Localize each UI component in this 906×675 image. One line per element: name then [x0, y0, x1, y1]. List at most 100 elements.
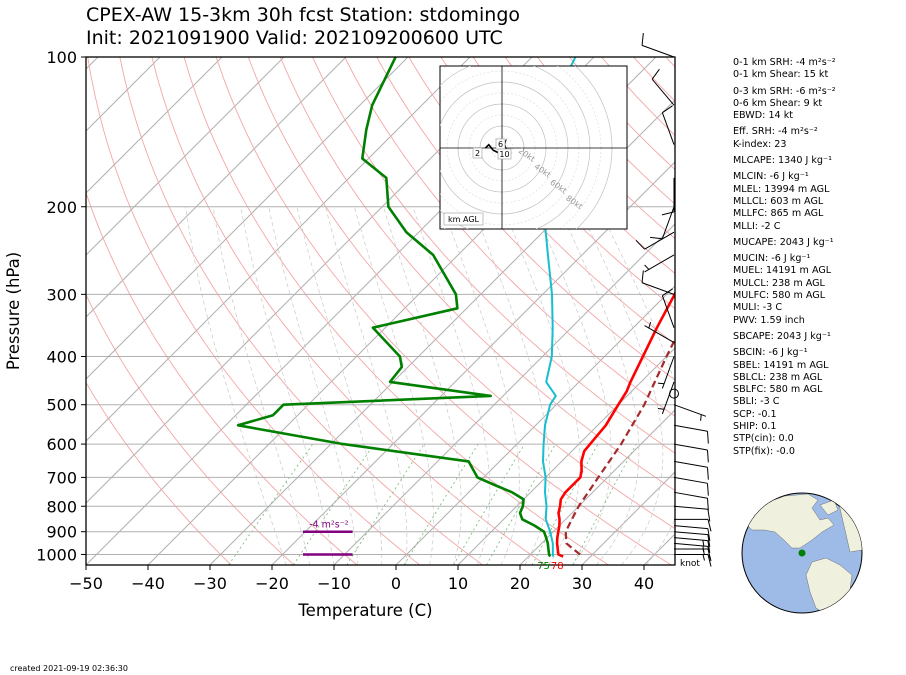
wind-barb: [673, 542, 711, 559]
wind-barb-flag: [707, 554, 712, 567]
index-line: Eff. SRH: -4 m²s⁻²: [733, 126, 818, 138]
wind-unit-label: knot: [680, 559, 700, 569]
wind-barb-staff: [661, 112, 675, 145]
wind-barb-staff: [673, 443, 708, 451]
x-tick-label: −30: [193, 574, 227, 593]
index-line: MULI: -3 C: [733, 302, 783, 314]
wind-barb: [673, 424, 709, 444]
dry-adiabat-line: [440, 57, 675, 310]
hodograph-height-label: 6: [498, 140, 503, 149]
hodograph-height-label: 10: [499, 150, 509, 159]
wind-barb: [641, 33, 675, 58]
parcel-series-line: [564, 337, 675, 556]
x-tick-label: −10: [317, 574, 351, 593]
isotherm-line: [86, 57, 161, 132]
wind-barb-halfflag: [700, 414, 702, 421]
moist-adiabat-line: [354, 206, 434, 565]
y-axis-label: Pressure (hPa): [4, 252, 23, 370]
moist-adiabat-line: [533, 206, 612, 565]
wind-barb-staff: [673, 424, 708, 432]
index-line: SBCIN: -6 J kg⁻¹: [733, 347, 808, 359]
wind-barb-halfflag: [702, 545, 705, 553]
hodograph-unit-box: [443, 212, 484, 226]
created-timestamp: created 2021-09-19 02:36:30: [10, 664, 128, 673]
dry-adiabat-line: [151, 57, 546, 565]
isotherm-line: [86, 57, 471, 442]
wind-barb-flag: [707, 509, 711, 522]
isotherm-line: [581, 471, 675, 565]
hodograph-height-box: [497, 148, 512, 160]
x-tick-label: 30: [572, 574, 592, 593]
index-line: MUEL: 14191 m AGL: [733, 265, 832, 277]
wind-barb: [651, 68, 675, 106]
index-line: EBWD: 14 kt: [733, 110, 794, 122]
dry-adiabat-line: [119, 57, 483, 565]
hodograph-unit-label: km AGL: [448, 215, 480, 224]
moist-adiabat-line: [597, 206, 675, 565]
index-line: 0-1 km Shear: 15 kt: [733, 69, 829, 81]
dry-adiabat-line: [247, 57, 675, 530]
wind-barb-flag: [707, 528, 711, 541]
moist-adiabat-line: [296, 206, 383, 565]
dry-adiabat-line: [183, 57, 609, 565]
wind-barb-flag: [707, 540, 711, 553]
wind-barb-halfflag: [702, 540, 705, 547]
index-line: K-index: 23: [733, 138, 787, 150]
index-line: MLLFC: 865 m AGL: [733, 208, 824, 220]
mixing-ratio-line: [293, 443, 375, 565]
wind-barb: [673, 525, 711, 541]
wind-barb: [673, 476, 709, 496]
chart-title-line-1: CPEX-AW 15-3km 30h fcst Station: stdomin…: [86, 4, 521, 26]
isotherm-line: [209, 99, 675, 565]
hodograph-height-label: 2: [475, 149, 480, 158]
wind-barb-flag: [707, 546, 711, 559]
wind-barb-halfflag: [702, 554, 705, 561]
wind-barb-staff: [673, 542, 708, 547]
wind-barb-staff: [644, 325, 675, 343]
wind-barb: [673, 443, 709, 463]
wind-barb-flag: [706, 431, 709, 444]
y-tick-label: 300: [46, 285, 77, 304]
wind-barb: [673, 531, 711, 547]
mixing-ratio-line: [228, 443, 314, 565]
isotherm-line: [86, 57, 409, 380]
wind-barb-staff: [673, 505, 708, 510]
wind-barb-flag: [635, 239, 645, 250]
wind-barb-staff: [644, 231, 675, 250]
moist-adiabat-line: [383, 206, 462, 565]
wind-barb-halfflag: [644, 264, 650, 270]
index-line: SBEL: 14191 m AGL: [733, 359, 829, 371]
moist-adiabat-line: [442, 206, 520, 565]
index-line: MULCL: 238 m AGL: [733, 277, 825, 289]
dewpoint-series-line: [236, 57, 552, 558]
hodograph-frame: [439, 65, 628, 230]
wind-barb-staff: [673, 525, 708, 530]
y-tick-label: 200: [46, 198, 77, 217]
index-line: MUCIN: -6 J kg⁻¹: [733, 253, 811, 265]
y-tick-label: 1000: [36, 545, 77, 564]
wind-barb-staff: [641, 44, 675, 58]
isotherm-line: [395, 285, 675, 565]
wind-barb-flag: [661, 211, 675, 216]
mixing-ratio-line: [453, 443, 525, 565]
dry-adiabat-line: [215, 57, 672, 565]
y-tick-label: 900: [46, 523, 77, 542]
wind-barb-flag: [706, 467, 709, 480]
dry-adiabat-line: [408, 57, 675, 345]
wind-barb: [674, 553, 712, 567]
moist-adiabat-line: [578, 206, 664, 565]
x-axis-label: Temperature (C): [297, 601, 432, 620]
y-tick-label: 800: [46, 497, 77, 516]
index-line: SBLI: -3 C: [733, 396, 780, 408]
moist-adiabat-line: [325, 206, 408, 565]
dry-adiabat-line: [86, 191, 358, 565]
wind-barb: [673, 505, 711, 522]
wind-barb-staff: [661, 381, 675, 415]
y-tick-label: 100: [46, 48, 77, 67]
index-line: 0-3 km SRH: -6 m²s⁻²: [733, 85, 836, 97]
x-tick-label: 20: [510, 574, 530, 593]
mixing-ratio-line: [486, 443, 556, 565]
index-line: SBLFC: 580 m AGL: [733, 384, 823, 396]
wind-barb: [644, 254, 675, 273]
mixing-ratio-line: [531, 443, 599, 565]
